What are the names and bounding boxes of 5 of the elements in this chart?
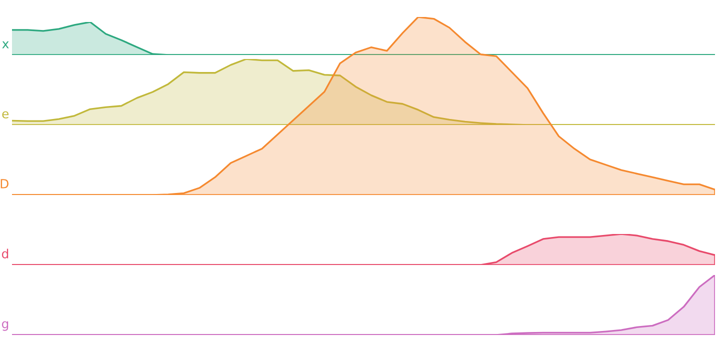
series-label: x — [2, 41, 9, 48]
series-label: d — [2, 248, 8, 258]
series-label: g — [2, 321, 8, 331]
series-label: e — [2, 111, 9, 118]
series-label: D — [0, 179, 8, 188]
